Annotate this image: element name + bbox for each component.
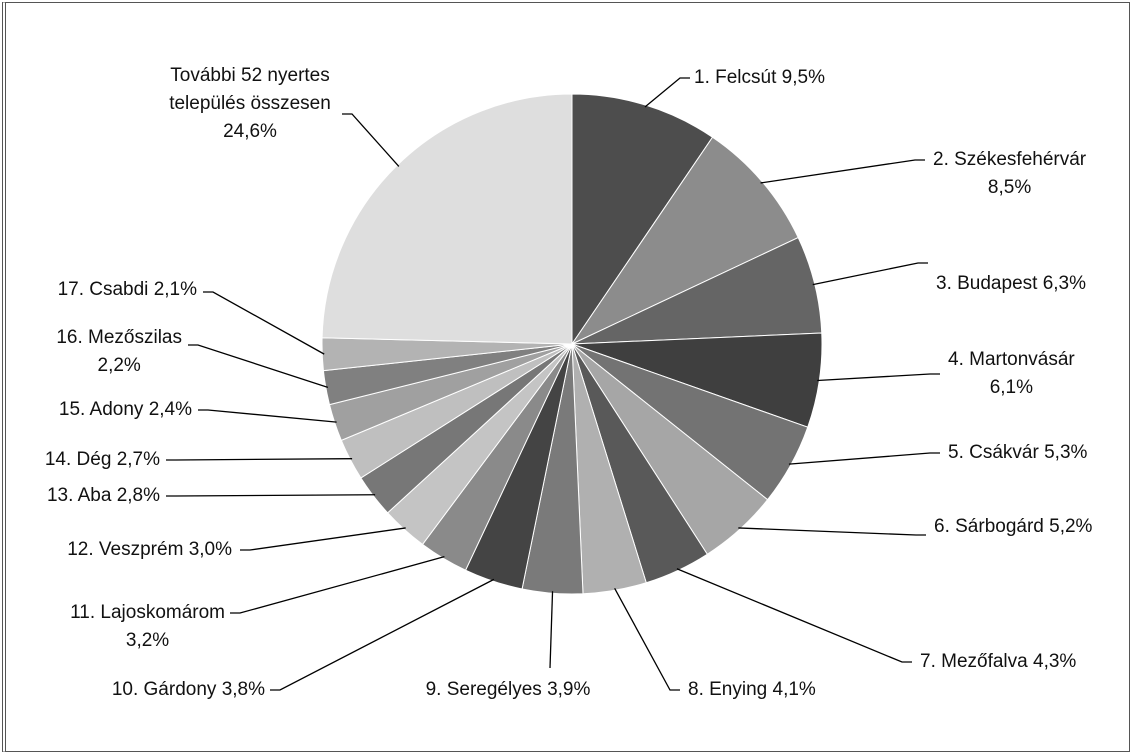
slice-label: 17. Csabdi 2,1% (58, 276, 197, 304)
leader-line (270, 578, 495, 691)
slice-value: 3,2% (125, 630, 170, 651)
slice-value: 2,8% (116, 485, 160, 506)
slice-value: 9,5% (781, 67, 825, 88)
slice-value: 8,5% (987, 177, 1032, 198)
slice-label: 10. Gárdony 3,8% (112, 676, 265, 704)
leader-line (676, 568, 912, 663)
slice-name: További 52 nyertes település összesen (169, 65, 331, 114)
slice-label: További 52 nyertes település összesen 24… (140, 62, 360, 146)
slice-name: 10. Gárdony (111, 679, 217, 700)
slice-label: 12. Veszprém 3,0% (67, 536, 232, 564)
leader-line (788, 452, 940, 465)
slice-label: 3. Budapest 6,3% (936, 270, 1086, 298)
pie-slice (570, 136, 799, 346)
slice-label: 16. Mezőszilas 2,2% (56, 324, 182, 380)
slice-label: 11. Lajoskomárom 3,2% (70, 599, 225, 655)
leader-line (817, 373, 940, 382)
slice-name: 5. Csákvár (948, 442, 1039, 463)
leader-line (166, 458, 353, 461)
slice-value: 3,0% (188, 539, 232, 560)
slice-value: 2,2% (97, 355, 141, 376)
leader-line (230, 556, 445, 614)
slice-label: 1. Felcsút 9,5% (694, 64, 825, 92)
slice-name: 15. Adony (58, 399, 144, 420)
leader-line (342, 113, 400, 167)
slice-value: 6,3% (1042, 273, 1087, 294)
pie-slice (571, 93, 714, 346)
slice-name: 8. Enying (688, 679, 768, 700)
leader-line (738, 527, 926, 536)
slice-value: 4,1% (772, 679, 816, 700)
slice-label: 8. Enying 4,1% (688, 676, 816, 704)
slice-name: 2. Székesfehérvár (933, 149, 1087, 170)
leader-line (549, 591, 554, 669)
leader-line (240, 527, 406, 551)
slice-value: 2,1% (153, 279, 197, 300)
slice-label: 5. Csákvár 5,3% (948, 439, 1087, 467)
slice-label: 6. Sárbogárd 5,2% (934, 513, 1092, 541)
leader-line (614, 587, 680, 691)
slice-label: 13. Aba 2,8% (47, 482, 160, 510)
slice-name: 7. Mezőfalva (920, 651, 1028, 672)
slice-name: 3. Budapest (936, 273, 1038, 294)
slice-label: 15. Adony 2,4% (59, 396, 192, 424)
slice-label: 14. Dég 2,7% (45, 446, 160, 474)
leader-line (203, 291, 325, 355)
leader-line (166, 494, 376, 497)
leader-line (198, 409, 337, 423)
leader-line (644, 77, 690, 108)
slice-name: 16. Mezőszilas (56, 327, 182, 348)
leader-line (760, 159, 925, 184)
slice-name: 17. Csabdi (57, 279, 149, 300)
leader-line (188, 344, 329, 389)
slice-name: 12. Veszprém (67, 539, 184, 560)
slice-value: 24,6% (223, 121, 277, 142)
slice-name: 4. Martonvásár (948, 349, 1075, 370)
slice-label: 2. Székesfehérvár 8,5% (933, 146, 1086, 202)
slice-value: 3,8% (221, 679, 265, 700)
slice-name: 9. Seregélyes (425, 679, 542, 700)
slice-name: 1. Felcsút (694, 67, 777, 88)
slice-name: 13. Aba (46, 485, 112, 506)
slice-value: 4,3% (1033, 651, 1077, 672)
slice-label: 7. Mezőfalva 4,3% (920, 648, 1076, 676)
slice-value: 3,9% (547, 679, 591, 700)
slice-name: 6. Sárbogárd (934, 516, 1044, 537)
slice-label: 9. Seregélyes 3,9% (426, 676, 591, 704)
leader-line (812, 262, 928, 286)
slice-name: 11. Lajoskomárom (70, 602, 225, 623)
slice-value: 6,1% (989, 377, 1034, 398)
slice-value: 2,4% (148, 399, 192, 420)
slice-label: 4. Martonvásár 6,1% (948, 346, 1075, 402)
slice-value: 2,7% (116, 449, 160, 470)
slice-value: 5,2% (1049, 516, 1093, 537)
slice-value: 5,3% (1044, 442, 1088, 463)
slice-name: 14. Dég (44, 449, 112, 470)
